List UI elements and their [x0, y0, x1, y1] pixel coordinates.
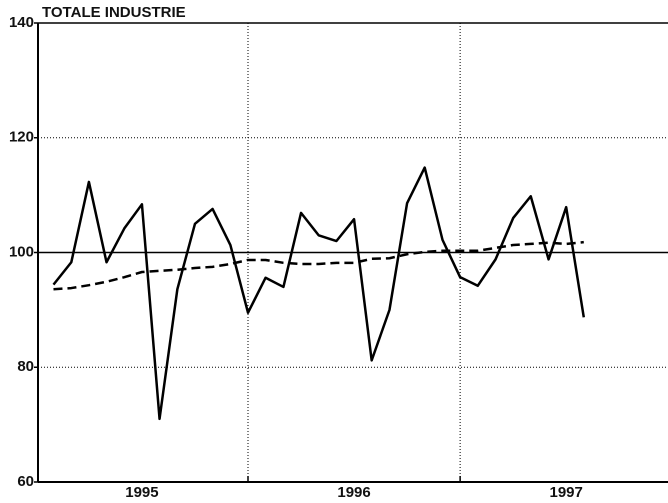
chart-title: TOTALE INDUSTRIE	[42, 4, 186, 21]
x-tick-label: 1995	[125, 484, 158, 501]
y-tick-label: 120	[9, 129, 34, 146]
data-line	[52, 166, 586, 421]
x-tick-label: 1997	[549, 484, 582, 501]
data-line	[53, 240, 584, 291]
y-tick-label: 60	[17, 473, 34, 490]
x-tick-label: 1996	[337, 484, 370, 501]
y-tick-label: 140	[9, 14, 34, 31]
y-tick-label: 80	[17, 358, 34, 375]
y-tick-label: 100	[9, 243, 34, 260]
